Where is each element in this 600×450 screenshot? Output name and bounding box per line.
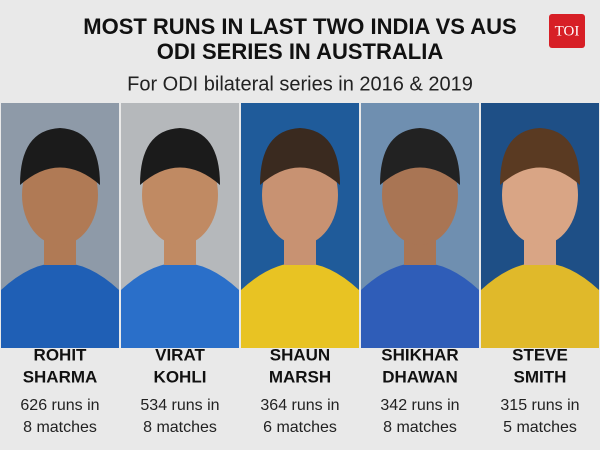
title-line: ODI SERIES IN AUSTRALIA: [157, 39, 444, 64]
players: ROHIT SHARMA 626 runs in 8 matches VIRAT KOHL…: [1, 103, 599, 436]
logo: [549, 14, 585, 48]
first-name: SHIKHAR: [381, 345, 458, 364]
logo-text: TOI: [555, 23, 580, 39]
runs: 534 runs in: [140, 397, 219, 414]
matches: 8 matches: [143, 419, 217, 436]
first-name: STEVE: [512, 345, 568, 364]
photo-hair: [140, 128, 220, 185]
first-name: VIRAT: [155, 345, 205, 364]
matches: 8 matches: [383, 419, 457, 436]
photo-hair: [380, 128, 460, 185]
photo-hair: [260, 128, 340, 185]
last-name: KOHLI: [154, 367, 207, 386]
photo-hair: [500, 128, 580, 185]
photo-jersey: [481, 262, 599, 348]
photo-jersey: [1, 262, 119, 348]
last-name: SMITH: [514, 367, 567, 386]
last-name: MARSH: [269, 367, 331, 386]
first-name: SHAUN: [270, 345, 330, 364]
last-name: DHAWAN: [382, 367, 458, 386]
first-name: ROHIT: [34, 345, 88, 364]
runs: 315 runs in: [500, 397, 579, 414]
runs: 364 runs in: [260, 397, 339, 414]
photo-jersey: [241, 262, 359, 348]
matches: 8 matches: [23, 419, 97, 436]
matches: 6 matches: [263, 419, 337, 436]
runs: 342 runs in: [380, 397, 459, 414]
photo-jersey: [121, 262, 239, 348]
title-line: MOST RUNS IN LAST TWO INDIA VS AUS: [83, 14, 516, 39]
subtitle: For ODI bilateral series in 2016 & 2019: [127, 73, 473, 95]
photo-jersey: [361, 262, 479, 348]
runs: 626 runs in: [20, 397, 99, 414]
matches: 5 matches: [503, 419, 577, 436]
photo-hair: [20, 128, 100, 185]
last-name: SHARMA: [23, 367, 98, 386]
